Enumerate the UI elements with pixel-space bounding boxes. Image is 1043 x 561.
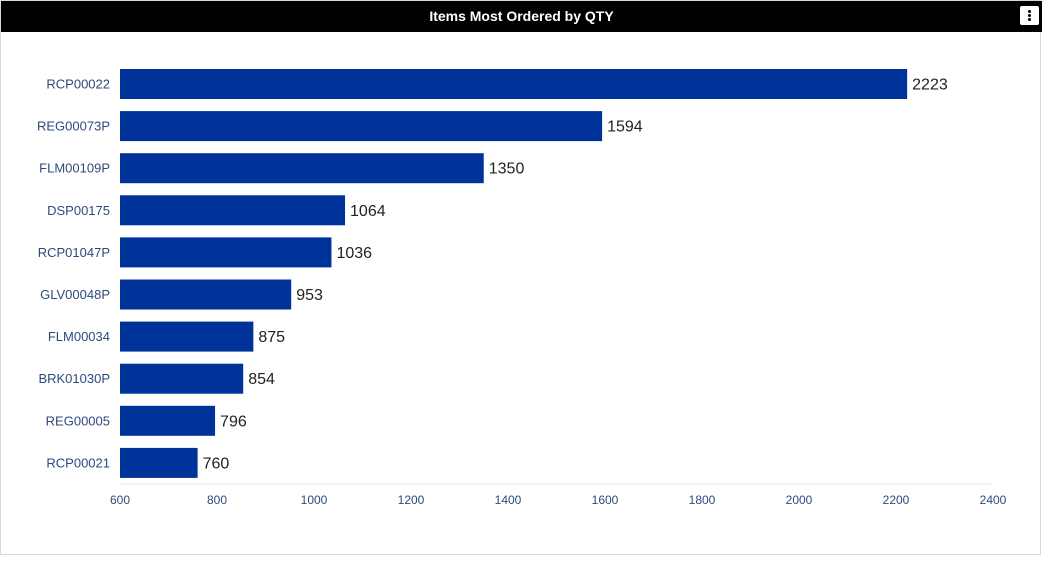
data-label: 1350: [489, 161, 525, 178]
data-label: 875: [258, 329, 285, 346]
bar-rcp00022[interactable]: [120, 69, 908, 99]
x-tick-label: 1600: [592, 493, 619, 507]
data-label: 1064: [350, 203, 386, 220]
bar-rcp00021[interactable]: [120, 447, 198, 478]
data-label: 953: [296, 287, 323, 304]
y-tick-label: BRK01030P: [38, 371, 110, 386]
data-label: 2223: [912, 77, 948, 94]
x-tick-label: 800: [207, 493, 227, 507]
x-tick-label: 2200: [883, 493, 910, 507]
data-label: 854: [248, 371, 275, 388]
chart-area: RCP00022 2223 REG00073P 1594 FLM00109P 1350 DS…: [1, 32, 1042, 556]
y-tick-label: DSP00175: [47, 203, 110, 218]
x-tick-label: 1000: [301, 493, 328, 507]
x-tick-label: 1800: [689, 493, 716, 507]
chart-title: Items Most Ordered by QTY: [429, 8, 614, 24]
bar-brk01030p[interactable]: [120, 363, 244, 394]
bar-rcp01047p[interactable]: [120, 237, 332, 268]
data-label: 1036: [336, 245, 372, 262]
bar-chart: RCP00022 2223 REG00073P 1594 FLM00109P 1350 DS…: [37, 69, 1007, 507]
y-tick-label: FLM00109P: [39, 161, 110, 176]
bar-flm00034[interactable]: [120, 321, 254, 352]
x-tick-label: 1400: [495, 493, 522, 507]
kebab-menu-icon[interactable]: [1020, 6, 1039, 25]
y-tick-label: RCP01047P: [38, 245, 110, 260]
bar-glv00048p[interactable]: [120, 279, 292, 310]
x-tick-label: 2000: [786, 493, 813, 507]
x-tick-label: 600: [110, 493, 130, 507]
bar-flm00109p[interactable]: [120, 153, 484, 184]
y-tick-label: FLM00034: [48, 329, 110, 344]
x-tick-label: 2400: [980, 493, 1007, 507]
data-label: 760: [203, 455, 230, 472]
data-label: 1594: [607, 119, 643, 136]
widget-header: Items Most Ordered by QTY: [1, 1, 1042, 32]
bar-reg00005[interactable]: [120, 405, 216, 436]
y-tick-label: REG00005: [46, 413, 110, 428]
y-tick-label: REG00073P: [37, 119, 110, 134]
y-tick-label: RCP00022: [46, 77, 110, 92]
bar-reg00073p[interactable]: [120, 111, 603, 142]
bar-dsp00175[interactable]: [120, 195, 346, 226]
data-label: 796: [220, 413, 247, 430]
y-tick-label: GLV00048P: [40, 287, 110, 302]
x-tick-label: 1200: [398, 493, 425, 507]
y-tick-label: RCP00021: [46, 455, 110, 470]
